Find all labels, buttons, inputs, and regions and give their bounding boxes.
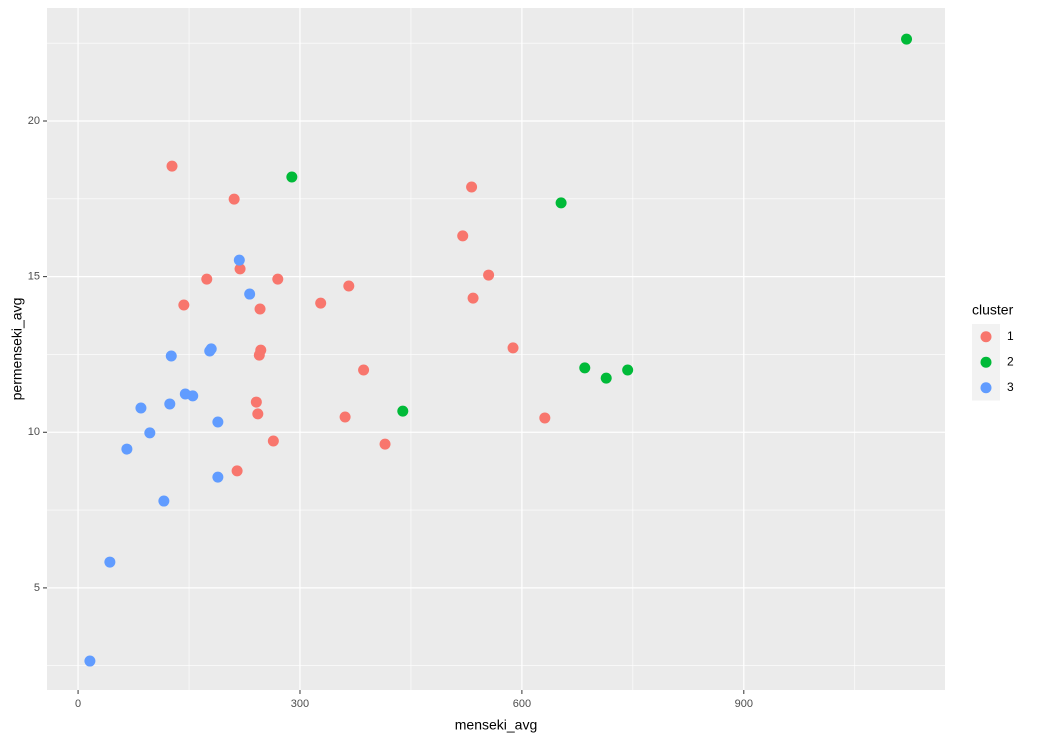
point [286,171,298,183]
point [483,269,495,281]
plot-panel [47,8,945,690]
point [233,254,245,266]
point [466,181,478,193]
point [201,273,213,285]
point [457,230,469,242]
y-tick-label: 5 [34,582,40,594]
legend-label: 1 [1007,329,1014,343]
point [165,350,177,362]
point [244,288,256,300]
point [507,342,519,354]
point [212,471,224,483]
point [253,349,265,361]
point [901,33,913,45]
point [254,303,266,315]
point [252,408,264,420]
point [166,160,178,172]
point [358,364,370,376]
point [84,655,96,667]
point [539,412,551,424]
point [622,364,634,376]
point [339,411,351,423]
point [212,416,224,428]
legend-key [980,331,992,343]
point [579,362,591,374]
legend-label: 3 [1007,380,1014,394]
y-axis-title: permenseki_avg [9,298,25,401]
point [600,372,612,384]
point [272,273,284,285]
point [231,465,243,477]
point [121,443,133,455]
point [555,197,567,209]
point [228,193,240,205]
x-axis-title: menseki_avg [455,717,538,733]
point [187,390,199,402]
point [267,435,279,447]
x-tick-label: 0 [75,698,81,710]
x-tick-label: 300 [291,698,309,710]
legend-title: cluster [972,302,1014,318]
point [178,299,190,311]
point [467,292,479,304]
x-tick-label: 900 [735,698,753,710]
legend-key [980,356,992,368]
y-tick-label: 10 [28,426,40,438]
legend-label: 2 [1007,354,1014,368]
x-tick-label: 600 [513,698,531,710]
point [397,405,409,417]
y-tick-label: 15 [28,271,40,283]
point [135,402,147,414]
y-tick-label: 20 [28,115,40,127]
point [379,438,391,450]
point [250,396,262,408]
point [164,398,176,410]
point [158,495,170,507]
legend-key [980,382,992,394]
point [204,345,216,357]
point [234,263,246,275]
point [315,297,327,309]
point [343,280,355,292]
point [104,556,116,568]
point [144,427,156,439]
